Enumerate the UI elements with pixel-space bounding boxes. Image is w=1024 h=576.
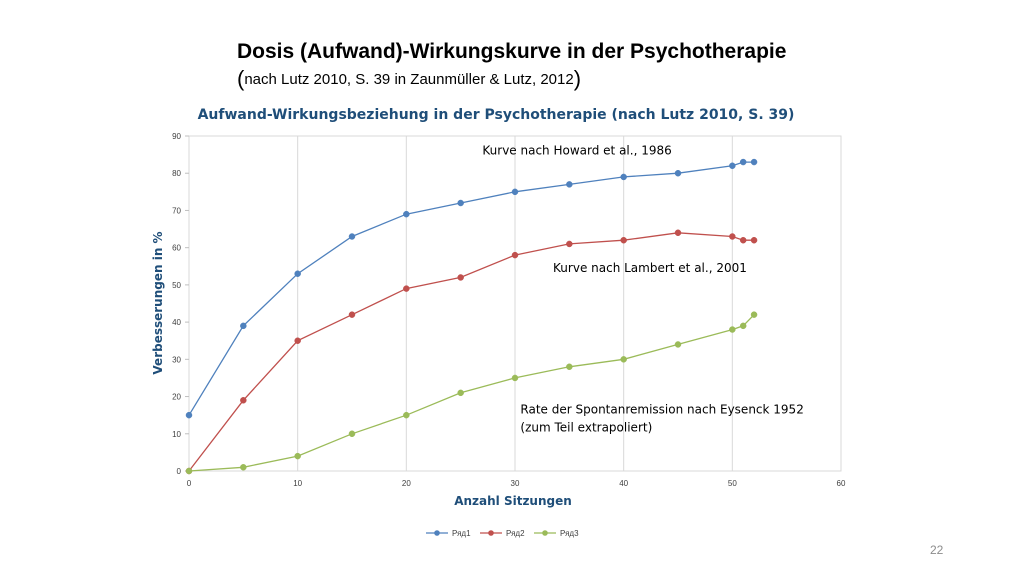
data-point <box>511 374 519 382</box>
y-tick-label: 70 <box>172 206 181 215</box>
y-tick-label: 20 <box>172 393 181 402</box>
data-point <box>511 188 519 196</box>
series-line <box>188 161 755 416</box>
legend-item: Ряд1 <box>426 529 471 538</box>
data-point <box>403 285 410 292</box>
data-point <box>729 326 736 333</box>
data-point <box>240 397 247 404</box>
x-tick-label: 30 <box>511 479 520 488</box>
y-tick-label: 60 <box>172 244 181 253</box>
legend-marker <box>542 530 548 536</box>
annotation-label: Rate der Spontanremission nach Eysenck 1… <box>520 402 803 434</box>
annotation-line: (zum Teil extrapoliert) <box>520 420 652 434</box>
data-point <box>620 236 627 244</box>
legend-label: Ряд3 <box>560 529 579 538</box>
gridlines <box>188 136 842 471</box>
data-point <box>240 322 247 330</box>
data-point <box>348 233 356 240</box>
y-axis-ticks: 0 10 20 30 40 50 60 70 80 90 <box>172 132 189 476</box>
x-axis-label: Anzahl Sitzungen <box>454 494 572 508</box>
series-1 <box>185 158 758 419</box>
data-point <box>348 430 356 438</box>
data-point <box>729 162 736 170</box>
data-point <box>294 337 301 344</box>
legend-item: Ряд3 <box>534 529 579 538</box>
data-point <box>674 341 682 348</box>
data-point <box>403 210 410 218</box>
data-point <box>750 158 758 166</box>
subtitle-open-paren: ( <box>237 66 245 91</box>
y-axis-label: Verbesserungen in % <box>151 231 165 374</box>
y-tick-label: 90 <box>172 132 181 141</box>
data-point <box>739 158 747 166</box>
data-point <box>739 236 747 244</box>
x-axis-ticks: 0 10 20 30 40 50 60 <box>187 479 846 488</box>
subtitle-text: nach Lutz 2010, S. 39 in Zaunmüller & Lu… <box>244 71 574 88</box>
data-point <box>620 356 627 363</box>
legend-item: Ряд2 <box>480 529 525 538</box>
x-tick-label: 0 <box>187 479 192 488</box>
y-tick-label: 80 <box>172 169 181 178</box>
annotation-label: Kurve nach Lambert et al., 2001 <box>553 261 747 275</box>
data-point <box>240 464 247 471</box>
data-point <box>674 169 682 177</box>
subtitle-close-paren: ) <box>573 66 582 91</box>
x-tick-label: 60 <box>837 479 846 488</box>
annotation-label: Kurve nach Howard et al., 1986 <box>482 144 671 158</box>
data-point <box>566 240 573 248</box>
data-point <box>457 274 464 281</box>
data-point <box>511 251 519 259</box>
annotation-line: Kurve nach Lambert et al., 2001 <box>553 261 747 275</box>
series-lines <box>185 158 758 475</box>
data-point <box>739 322 747 330</box>
legend-label: Ряд1 <box>452 529 471 538</box>
y-tick-label: 40 <box>172 318 181 327</box>
x-tick-label: 20 <box>402 479 411 488</box>
x-tick-label: 10 <box>293 479 302 488</box>
series-3 <box>185 311 758 475</box>
data-point <box>457 199 464 207</box>
y-tick-label: 50 <box>172 281 181 290</box>
data-point <box>729 233 736 240</box>
slide-subtitle: (nach Lutz 2010, S. 39 in Zaunmüller & L… <box>237 66 581 92</box>
y-tick-label: 30 <box>172 355 181 364</box>
data-point <box>566 363 573 371</box>
legend-marker <box>488 530 494 536</box>
y-tick-label: 10 <box>172 430 181 439</box>
legend-label: Ряд2 <box>506 529 525 538</box>
data-point <box>457 389 464 397</box>
data-point <box>750 236 758 244</box>
annotation-line: Rate der Spontanremission nach Eysenck 1… <box>520 402 803 416</box>
data-point <box>620 173 627 181</box>
annotations: Kurve nach Howard et al., 1986 Kurve nach… <box>482 144 803 435</box>
data-point <box>348 311 356 318</box>
data-point <box>566 181 573 188</box>
annotation-line: Kurve nach Howard et al., 1986 <box>482 144 671 158</box>
data-point <box>403 411 410 419</box>
x-tick-label: 50 <box>728 479 737 488</box>
slide-title: Dosis (Aufwand)-Wirkungskurve in der Psy… <box>237 40 787 63</box>
data-point <box>674 229 682 237</box>
legend: Ряд1 Ряд2 Ряд3 <box>426 529 579 538</box>
chart-title: Aufwand-Wirkungsbeziehung in der Psychot… <box>198 107 795 123</box>
data-point <box>294 270 301 277</box>
legend-marker <box>434 530 440 536</box>
series-line <box>188 314 755 472</box>
data-point <box>750 311 758 318</box>
data-point <box>185 411 193 419</box>
data-point <box>294 452 301 460</box>
x-tick-label: 40 <box>619 479 628 488</box>
data-point <box>185 467 193 475</box>
y-tick-label: 0 <box>177 467 182 476</box>
slide-number: 22 <box>930 543 944 557</box>
